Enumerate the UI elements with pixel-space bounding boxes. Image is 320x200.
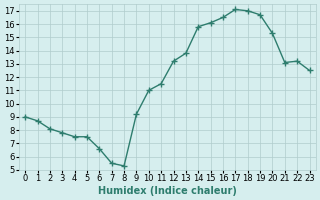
X-axis label: Humidex (Indice chaleur): Humidex (Indice chaleur) [98,186,237,196]
